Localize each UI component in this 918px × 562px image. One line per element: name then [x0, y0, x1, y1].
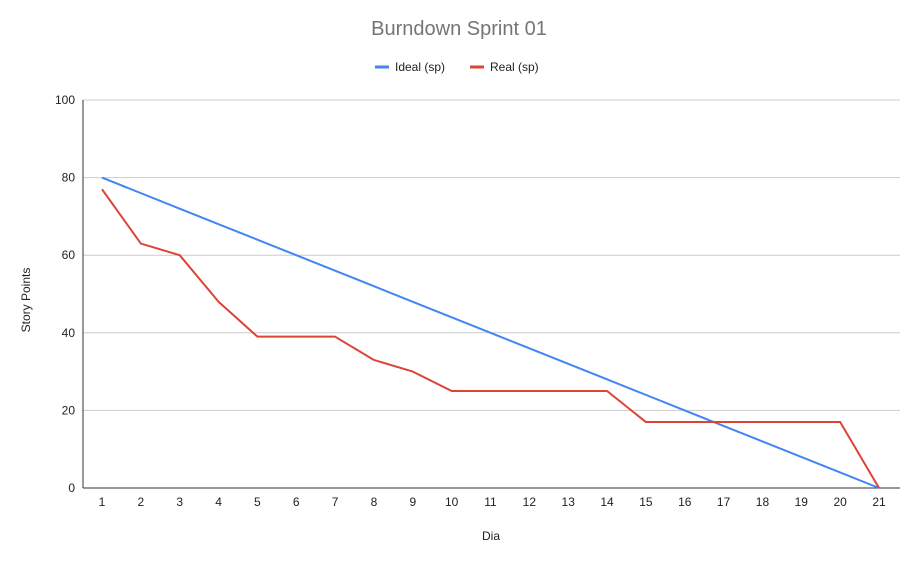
- data-point: [760, 439, 764, 443]
- x-tick-label: 19: [795, 495, 809, 509]
- legend-label-real: Real (sp): [490, 60, 539, 74]
- x-tick-label: 3: [176, 495, 183, 509]
- data-point: [527, 389, 531, 393]
- y-axis-label: Story Points: [19, 268, 33, 333]
- x-tick-label: 18: [756, 495, 770, 509]
- data-point: [333, 269, 337, 273]
- data-point: [799, 455, 803, 459]
- data-point: [333, 335, 337, 339]
- data-point: [838, 420, 842, 424]
- y-tick-label: 20: [62, 403, 76, 417]
- data-point: [489, 331, 493, 335]
- data-point: [217, 222, 221, 226]
- data-point: [411, 300, 415, 304]
- data-point: [722, 420, 726, 424]
- data-point: [683, 408, 687, 412]
- x-tick-label: 2: [138, 495, 145, 509]
- y-tick-label: 100: [55, 93, 75, 107]
- data-point: [605, 377, 609, 381]
- data-point: [489, 389, 493, 393]
- data-point: [838, 470, 842, 474]
- data-point: [799, 420, 803, 424]
- x-tick-label: 21: [872, 495, 886, 509]
- series-line-ideal: [101, 176, 880, 489]
- data-point: [605, 389, 609, 393]
- data-point: [760, 420, 764, 424]
- data-point: [527, 346, 531, 350]
- x-tick-label: 5: [254, 495, 261, 509]
- data-point: [100, 176, 104, 180]
- x-tick-label: 6: [293, 495, 300, 509]
- data-point: [644, 393, 648, 397]
- data-point: [217, 300, 221, 304]
- x-tick-label: 1: [99, 495, 106, 509]
- x-tick-label: 11: [484, 495, 497, 509]
- data-point: [644, 420, 648, 424]
- data-point: [877, 486, 881, 490]
- data-point: [683, 420, 687, 424]
- data-point: [294, 335, 298, 339]
- legend-label-ideal: Ideal (sp): [395, 60, 445, 74]
- data-point: [722, 424, 726, 428]
- gridlines: [82, 99, 900, 489]
- series-lines: [100, 176, 881, 490]
- data-point: [178, 253, 182, 257]
- data-point: [294, 253, 298, 257]
- data-point: [566, 389, 570, 393]
- series-line-real: [101, 188, 880, 489]
- data-point: [255, 238, 259, 242]
- x-tick-label: 7: [332, 495, 339, 509]
- x-tick-label: 4: [215, 495, 222, 509]
- data-point: [139, 191, 143, 195]
- x-tick-label: 14: [600, 495, 614, 509]
- chart-title: Burndown Sprint 01: [371, 18, 547, 40]
- x-tick-label: 8: [371, 495, 378, 509]
- x-tick-label: 9: [409, 495, 416, 509]
- data-point: [139, 242, 143, 246]
- x-tick-label: 17: [717, 495, 731, 509]
- x-tick-label: 12: [523, 495, 537, 509]
- data-point: [255, 335, 259, 339]
- x-tick-label: 15: [639, 495, 653, 509]
- data-point: [372, 284, 376, 288]
- data-point: [566, 362, 570, 366]
- data-point: [411, 370, 415, 374]
- x-axis-ticks: 1 2 3 4 5 6 7 8 9 10 11 12 13 14 15 16 17 18 19 20 21: [99, 495, 886, 509]
- data-point: [450, 315, 454, 319]
- y-tick-label: 0: [68, 481, 75, 495]
- x-tick-label: 13: [562, 495, 576, 509]
- y-tick-label: 40: [62, 326, 76, 340]
- y-axis-ticks: 0 20 40 60 80 100: [55, 93, 75, 495]
- y-tick-label: 80: [62, 171, 76, 185]
- x-axis-label: Dia: [482, 529, 500, 543]
- y-tick-label: 60: [62, 248, 76, 262]
- data-point: [450, 389, 454, 393]
- data-point: [100, 187, 104, 191]
- data-point: [178, 207, 182, 211]
- x-tick-label: 10: [445, 495, 459, 509]
- legend: Ideal (sp) Real (sp): [375, 60, 539, 74]
- x-tick-label: 20: [833, 495, 847, 509]
- data-point: [372, 358, 376, 362]
- x-tick-label: 16: [678, 495, 692, 509]
